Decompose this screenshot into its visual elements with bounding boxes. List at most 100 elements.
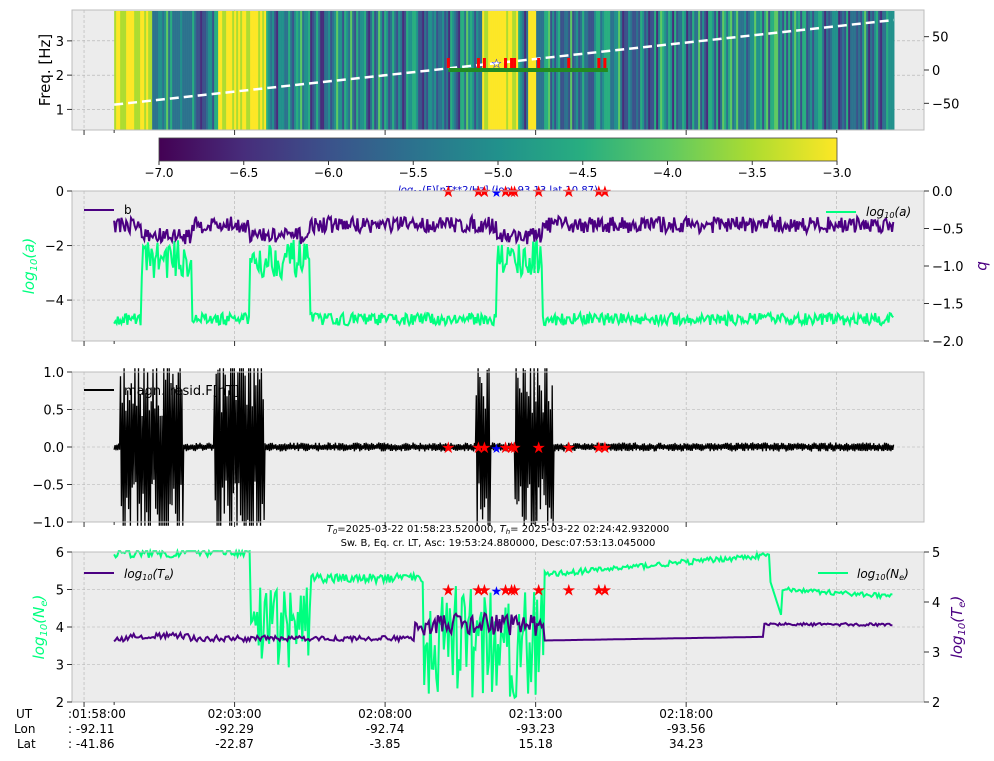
spectrogram-cell (370, 11, 373, 130)
spectrogram-cell (666, 11, 669, 130)
legend-te-label: log10(Te) (124, 567, 174, 582)
plasma-right-ylabel-math: log (948, 635, 966, 658)
blue-star-marker: ☆ (491, 57, 503, 72)
spectrogram-cell (446, 11, 449, 130)
spectrogram-cell (382, 11, 385, 130)
series-log10-ne (113, 547, 893, 700)
spectrogram-cell (754, 11, 757, 130)
mag-residual-panel: ★ ★★ ★★★ ★ ★ ★★★ 1.0 0.5 0.0 −0.5 −1.0 magn. resi… (32, 366, 925, 531)
plasma-title-sub1: h (506, 528, 510, 536)
spectrogram-cell (230, 11, 233, 130)
spectrogram-cell (880, 11, 883, 130)
ytick-label: 0 (56, 185, 64, 200)
red-star-marker: ★ (507, 581, 521, 600)
spectrogram-cell (132, 11, 135, 130)
spectrogram-cell (804, 11, 807, 130)
spectrogram-cell (742, 11, 745, 130)
spectrogram-cell (260, 11, 263, 130)
spectrogram-cell (280, 11, 283, 130)
spectrogram-cell (136, 11, 139, 130)
spectrogram-cell (410, 11, 413, 130)
spectrogram-cell (244, 11, 247, 130)
spectrogram-cell (614, 11, 617, 130)
spectrogram-cell (644, 11, 647, 130)
legend-te-rest: (T (152, 567, 166, 581)
plasma-ylabel-sub2: e (39, 601, 50, 607)
spectrogram-cell (828, 11, 831, 130)
spectrogram-ylabel: Freq. [Hz] (36, 34, 54, 107)
legend-ne-close: ) (903, 567, 909, 581)
right-ytick-label: 4 (932, 596, 940, 611)
red-star-marker: ★ (507, 438, 521, 457)
spectrogram-cell (720, 11, 723, 130)
spectrogram-cell (800, 11, 803, 130)
spectrogram-cell (168, 11, 171, 130)
spectrogram-cell (252, 11, 255, 130)
spectrogram-cell (862, 11, 865, 130)
spectrogram-cell (324, 11, 327, 130)
spectrogram-cell (864, 11, 867, 130)
spectrogram-cell (814, 11, 817, 130)
spectrogram-cell (348, 11, 351, 130)
spectrogram-cell (148, 11, 151, 130)
red-star-marker: ★ (477, 438, 491, 457)
spectrogram-cell (884, 11, 887, 130)
spectrogram-cell (842, 11, 845, 130)
fit-params-ylabel: log10(a) (20, 238, 40, 295)
spectrogram-cell (770, 11, 773, 130)
right-ytick-label: −50 (932, 97, 959, 112)
colorbar-tick-label: −3.5 (738, 166, 767, 180)
red-star-marker: ★ (471, 581, 485, 600)
spectrogram-cell (384, 11, 387, 130)
spectrogram-cell (670, 11, 673, 130)
spectrogram-cell (200, 11, 203, 130)
spectrogram-cell (376, 11, 379, 130)
spectrogram-cell (444, 11, 447, 130)
spectrogram-cell (350, 11, 353, 130)
colorbar-gradient (158, 137, 838, 162)
plasma-right-ylabel-rest: (T (948, 606, 966, 623)
spectrogram-cell (714, 11, 717, 130)
spectrogram-cell (378, 11, 381, 130)
red-star-marker: ★ (531, 438, 545, 457)
spectrogram-cell (698, 11, 701, 130)
spectrogram-cell (256, 11, 259, 130)
spectrogram-cell (358, 11, 361, 130)
spectrogram-cell (224, 11, 227, 130)
ytick-label: 0.0 (43, 441, 64, 456)
spectrogram-cell (316, 11, 319, 130)
spectrogram-cell (812, 11, 815, 130)
spectrogram-cell (678, 11, 681, 130)
spectrogram-cell (344, 11, 347, 130)
ytick-label: 0.5 (43, 404, 64, 419)
spectrogram-cell (258, 11, 261, 130)
table-row-label: Lon (14, 722, 35, 736)
spectrogram-cell (822, 11, 825, 130)
spectrogram-cell (724, 11, 727, 130)
ytick-label: 3 (56, 35, 64, 50)
table-cell: -92.74 (366, 722, 405, 736)
spectrogram-cell (380, 11, 383, 130)
spectrogram-cell (270, 11, 273, 130)
right-ytick-label: 0 (932, 64, 940, 79)
legend-ne-sub: 10 (875, 573, 885, 582)
red-star-marker: ★ (504, 438, 518, 457)
fit-params-xticks (83, 341, 838, 346)
right-ytick-label: 3 (932, 646, 940, 661)
spectrogram-cell (300, 11, 303, 130)
mag-residual-xticks (83, 522, 838, 527)
spectrogram-cell (672, 11, 675, 130)
spectrogram-cell (712, 11, 715, 130)
spectrogram-cell (660, 11, 663, 130)
spectrogram-cell (640, 11, 643, 130)
spectrogram-cell (706, 11, 709, 130)
spectrogram-cell (690, 11, 693, 130)
fit-params-ylabel-math: log (20, 271, 38, 294)
red-star-marker: ★ (562, 438, 576, 457)
spectrogram-cell (212, 11, 215, 130)
spectrogram-cell (174, 11, 177, 130)
spectrogram-cell (202, 11, 205, 130)
spectrogram-cell (838, 11, 841, 130)
spectrogram-cell (680, 11, 683, 130)
spectrogram-cell (846, 11, 849, 130)
